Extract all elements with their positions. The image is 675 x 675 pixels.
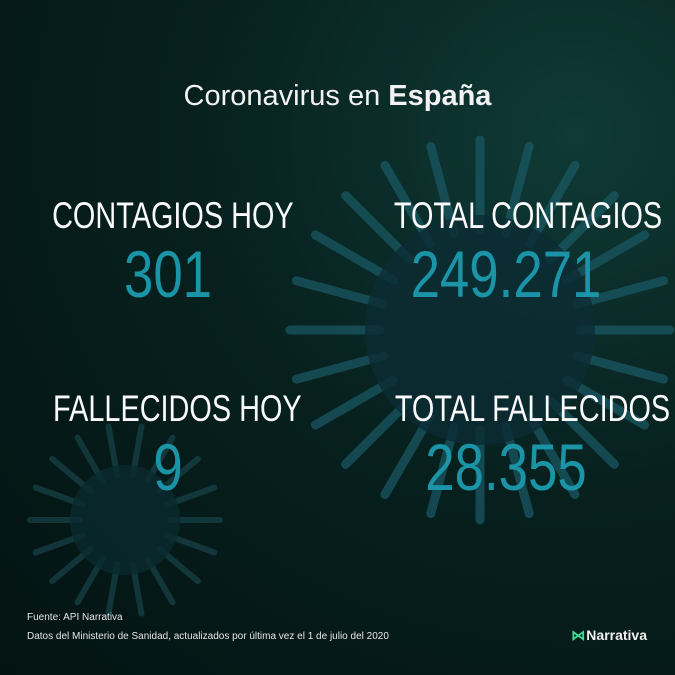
virus-spike xyxy=(572,351,669,384)
virus-spike xyxy=(291,276,388,309)
footer-note: Datos del Ministerio de Sanidad, actuali… xyxy=(27,631,389,642)
title-country: España xyxy=(388,80,492,112)
virus-spike xyxy=(426,422,459,519)
footer-source: Fuente: API Narrativa xyxy=(27,612,123,623)
stat-value: 9 xyxy=(153,430,183,504)
stat-label: FALLECIDOS HOY xyxy=(53,388,302,429)
title-prefix: Coronavirus en xyxy=(183,80,381,112)
page-title: Coronavirus en España xyxy=(0,80,675,113)
stat-value: 301 xyxy=(123,237,213,311)
stat-label: CONTAGIOS HOY xyxy=(52,195,294,236)
stat-contagios-hoy: CONTAGIOS HOY 301 xyxy=(18,195,318,307)
virus-spike xyxy=(341,191,414,264)
narrativa-n-icon: ⋈ xyxy=(571,627,586,643)
stat-label: TOTAL CONTAGIOS xyxy=(393,195,663,236)
narrativa-logo: ⋈Narrativa xyxy=(571,627,647,644)
stat-total-contagios: TOTAL CONTAGIOS 249.271 xyxy=(356,195,662,311)
stat-value: 249.271 xyxy=(410,237,602,311)
virus-spike xyxy=(291,351,388,384)
stat-value: 28.355 xyxy=(425,430,587,504)
logo-text: Narrativa xyxy=(586,627,647,643)
virus-spike xyxy=(572,276,669,309)
stat-fallecidos-hoy: FALLECIDOS HOY 9 xyxy=(18,388,318,500)
stat-label: TOTAL FALLECIDOS xyxy=(394,388,671,429)
stat-total-fallecidos: TOTAL FALLECIDOS 28.355 xyxy=(356,388,670,504)
virus-spike xyxy=(501,422,534,519)
